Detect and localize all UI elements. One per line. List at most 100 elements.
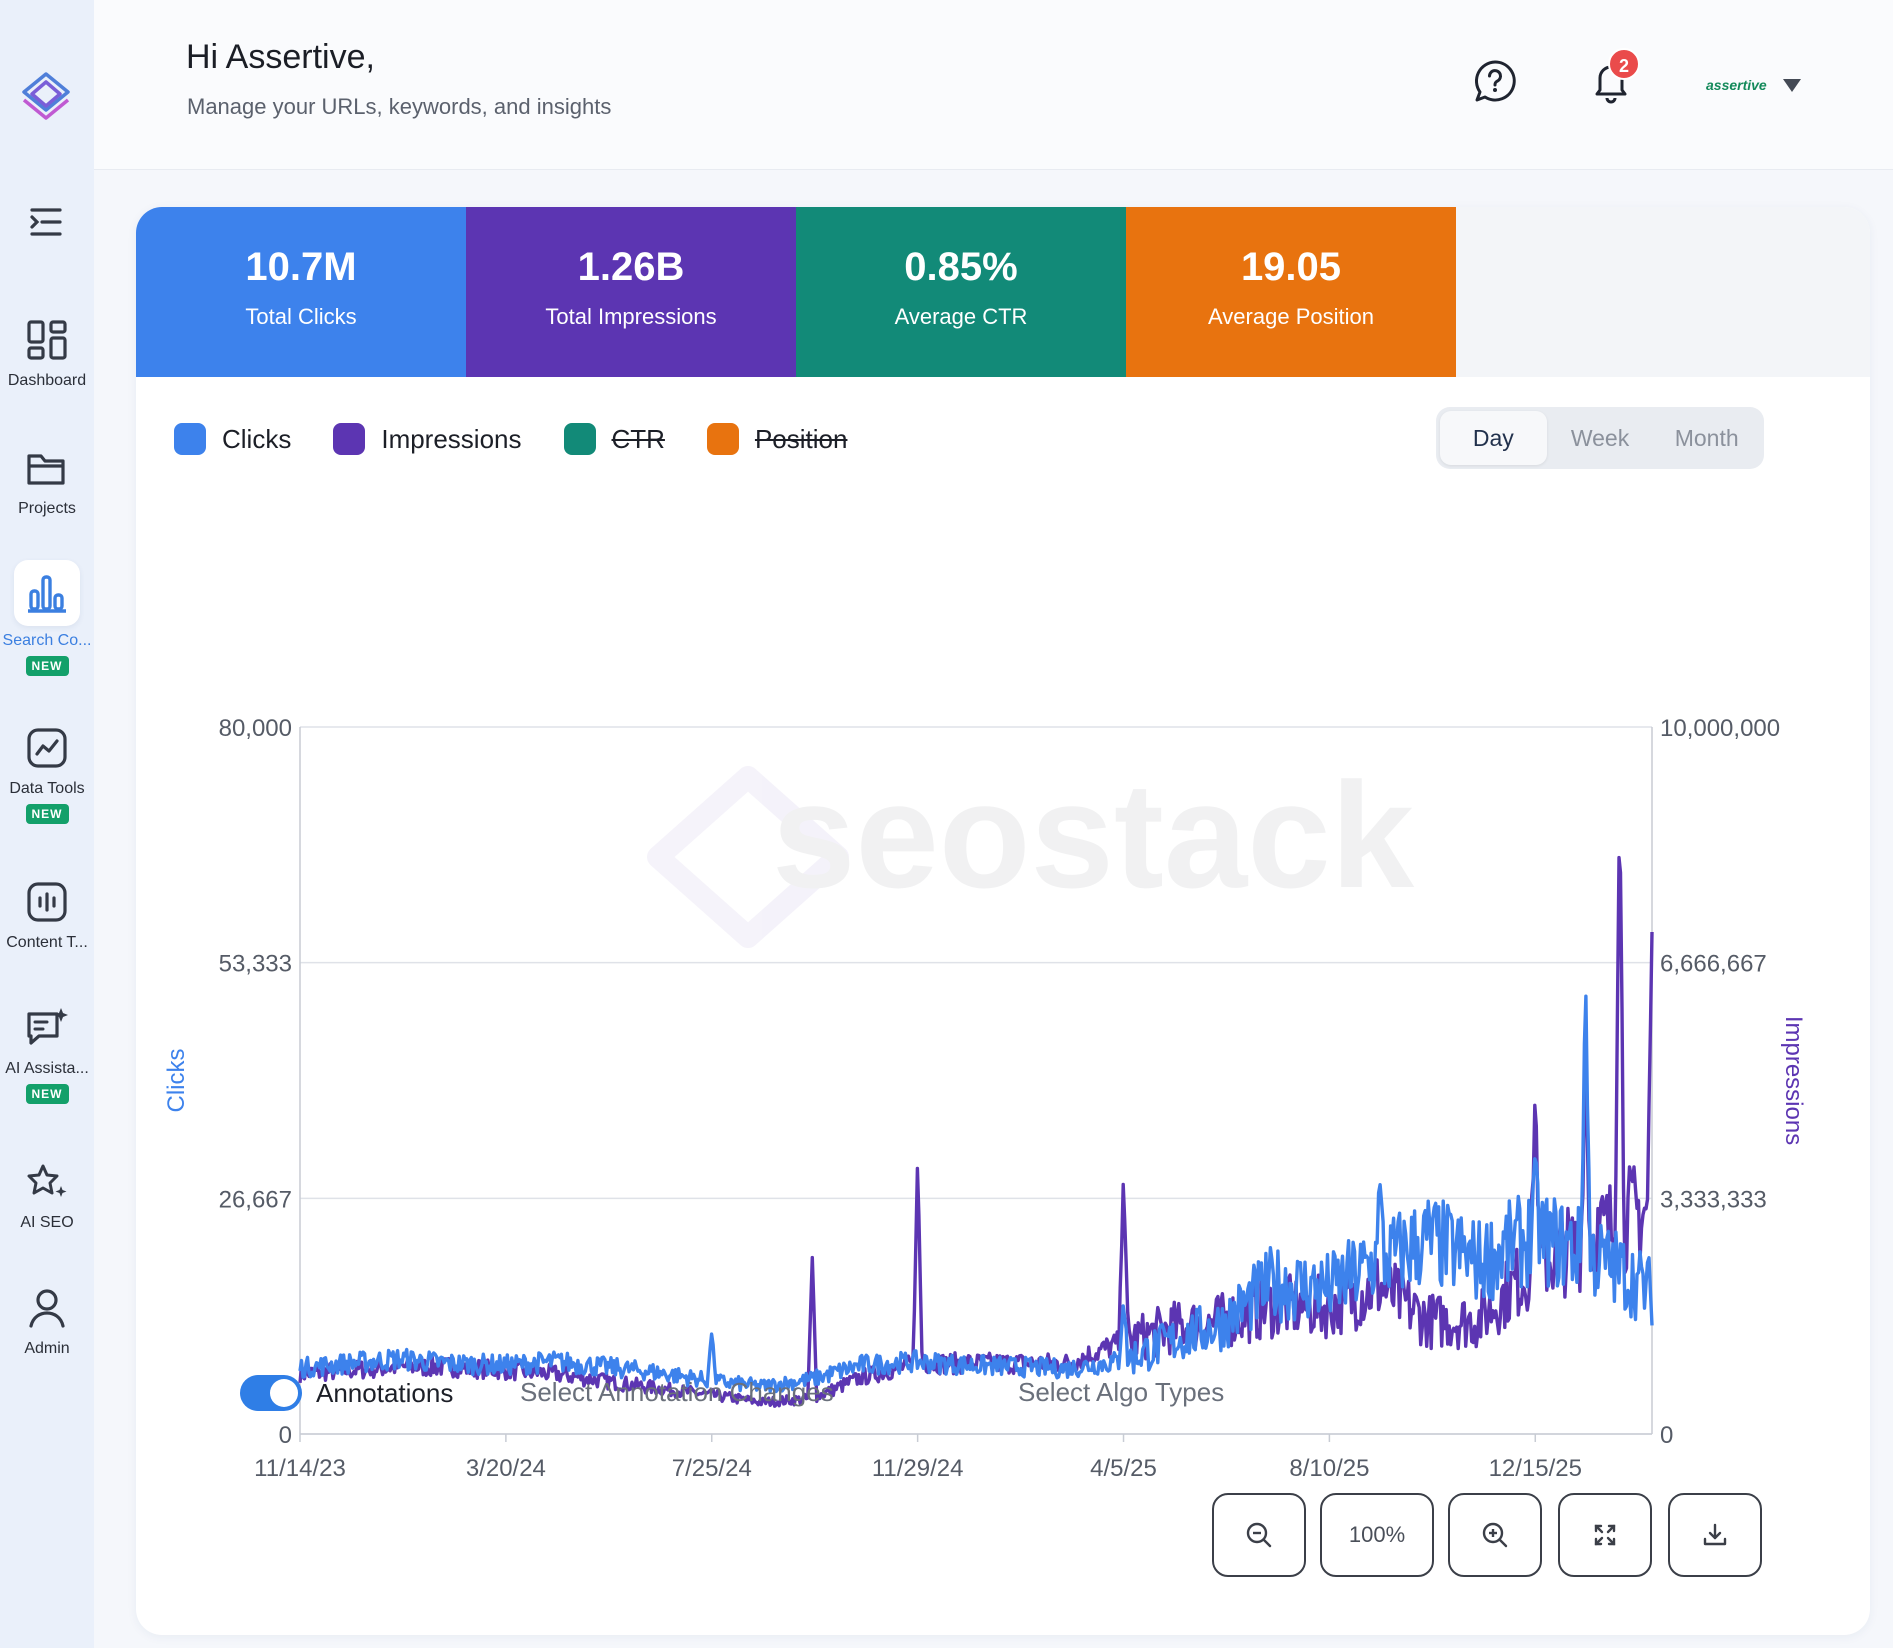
watermark-text: seostack (772, 751, 1415, 919)
period-month-button[interactable]: Month (1674, 425, 1739, 451)
y-left-tick-label: 26,667 (219, 1186, 292, 1213)
sidebar: Dashboard Projects Search Co... NEW Data… (0, 0, 94, 1648)
series-line-impressions (298, 855, 1654, 1408)
kpi-total-clicks[interactable]: 10.7M Total Clicks (136, 207, 466, 377)
y-right-tick-label: 10,000,000 (1660, 715, 1780, 742)
kpi-strip: 10.7M Total Clicks 1.26B Total Impressio… (136, 207, 1870, 377)
sidebar-item-admin[interactable]: Admin (0, 1284, 94, 1358)
user-menu[interactable]: assertive (1706, 70, 1801, 100)
legend-swatch (563, 423, 596, 455)
legend-swatch (174, 423, 206, 455)
zoom-level-button[interactable]: 100% (1320, 1493, 1434, 1577)
zoom-level: 100% (1348, 1522, 1406, 1547)
sidebar-item-label: AI SEO (20, 1214, 74, 1231)
clicks-impressions-chart[interactable]: seostack 80,000 53,333 26,667 0 10,000,000 6… (136, 477, 1870, 1507)
period-day-button[interactable]: Day (1440, 411, 1547, 465)
y-left-tick-label: 80,000 (219, 715, 292, 742)
kpi-label: Average Position (1208, 304, 1374, 329)
annotations-toggle-row: Annotations (240, 1375, 453, 1411)
legend-item-impressions[interactable]: Impressions (333, 423, 522, 455)
kpi-label: Total Clicks (245, 304, 357, 329)
dashboard-grid-icon (27, 320, 67, 360)
toggle-knob (270, 1379, 298, 1407)
y-axis-left-title: Clicks (163, 1049, 190, 1113)
chart-grid (299, 726, 1653, 1435)
menu-toggle-icon[interactable] (26, 204, 66, 240)
fullscreen-button[interactable] (1558, 1493, 1652, 1577)
chart-legend: Clicks Impressions CTR Position (174, 419, 889, 459)
x-tick-label: 11/14/23 (254, 1455, 346, 1482)
sidebar-item-label: Content T... (6, 934, 88, 951)
kpi-label: Total Impressions (545, 304, 717, 329)
seostack-logo[interactable] (20, 70, 72, 126)
download-button[interactable] (1668, 1493, 1762, 1577)
user-name: assertive (1706, 77, 1767, 93)
chart-series (298, 855, 1654, 1408)
legend-swatch (706, 423, 739, 455)
legend-item-ctr[interactable]: CTR (563, 423, 665, 455)
sidebar-item-label: Search Co... (2, 632, 92, 649)
annotations-toggle[interactable] (240, 1375, 302, 1411)
zoom-out-button[interactable] (1212, 1493, 1306, 1577)
help-chat-icon[interactable] (1472, 58, 1518, 104)
kpi-label: Average CTR (894, 304, 1028, 329)
trend-line-icon (27, 728, 67, 768)
sidebar-item-dashboard[interactable]: Dashboard (0, 316, 94, 390)
x-tick-label: 11/29/24 (872, 1455, 964, 1482)
zoom-out-icon (1246, 1522, 1272, 1548)
x-axis: 11/14/23 3/20/24 7/25/24 11/29/24 4/5/25 8/10… (254, 1434, 1582, 1482)
algo-types-select[interactable]: Select Algo Types (1018, 1377, 1225, 1407)
sidebar-item-label: AI Assista... (5, 1060, 89, 1077)
x-tick-label: 8/10/25 (1289, 1455, 1369, 1482)
x-tick-label: 7/25/24 (672, 1455, 752, 1482)
y-right-tick-label: 3,333,333 (1660, 1186, 1767, 1213)
greeting-subtitle: Manage your URLs, keywords, and insights (187, 94, 612, 119)
user-icon (29, 1289, 65, 1328)
kpi-total-impressions[interactable]: 1.26B Total Impressions (466, 207, 796, 377)
legend-item-position[interactable]: Position (706, 423, 848, 455)
annotations-label: Annotations (316, 1377, 454, 1408)
bar-chart-icon (28, 575, 66, 613)
sidebar-item-label: Data Tools (9, 780, 85, 797)
new-badge: NEW (25, 1084, 69, 1104)
annotation-changes-select[interactable]: Select Annotation Changes (520, 1377, 834, 1407)
notification-count-badge: 2 (1608, 48, 1640, 80)
audio-wave-icon (27, 882, 67, 922)
legend-swatch (333, 423, 366, 455)
series-line-clicks (298, 994, 1654, 1394)
greeting-title: Hi Assertive, (186, 38, 375, 76)
sidebar-item-ai-assistant[interactable]: AI Assista... NEW (0, 1004, 94, 1104)
sidebar-item-data-tools[interactable]: Data Tools NEW (0, 724, 94, 824)
legend-label: Position (754, 423, 848, 454)
new-badge: NEW (25, 656, 69, 676)
legend-label: Impressions (381, 423, 522, 454)
zoom-in-button[interactable] (1448, 1493, 1542, 1577)
period-selector: Day Week Month (1436, 407, 1764, 469)
sidebar-item-projects[interactable]: Projects (0, 444, 94, 518)
chevron-down-icon (1782, 78, 1801, 92)
star-sparkle-icon (27, 1164, 67, 1197)
y-right-tick-label: 0 (1660, 1422, 1673, 1449)
kpi-value: 19.05 (1240, 245, 1342, 289)
sidebar-item-search-console[interactable]: Search Co... NEW (0, 560, 94, 676)
y-axis-left: 80,000 53,333 26,667 0 (219, 715, 292, 1449)
kpi-average-ctr[interactable]: 0.85% Average CTR (796, 207, 1126, 377)
y-right-tick-label: 6,666,667 (1660, 951, 1767, 978)
legend-label: CTR (611, 423, 665, 454)
sidebar-item-ai-seo[interactable]: AI SEO (0, 1158, 94, 1232)
new-badge: NEW (25, 804, 69, 824)
kpi-average-position[interactable]: 19.05 Average Position (1126, 207, 1456, 377)
search-console-card: 10.7M Total Clicks 1.26B Total Impressio… (136, 207, 1870, 1635)
sidebar-item-label: Admin (24, 1340, 70, 1357)
sidebar-item-content-tools[interactable]: Content T... (0, 878, 94, 952)
expand-icon (1594, 1524, 1616, 1546)
period-week-button[interactable]: Week (1570, 425, 1630, 451)
legend-label: Clicks (222, 423, 292, 454)
sidebar-item-label: Projects (18, 500, 76, 517)
folder-icon (27, 454, 65, 485)
y-axis-right-title: Impressions (1780, 1016, 1807, 1145)
kpi-value: 10.7M (245, 245, 357, 289)
legend-item-clicks[interactable]: Clicks (174, 423, 291, 455)
chart-watermark: seostack (647, 751, 1415, 948)
top-header: Hi Assertive, Manage your URLs, keywords… (94, 0, 1893, 170)
